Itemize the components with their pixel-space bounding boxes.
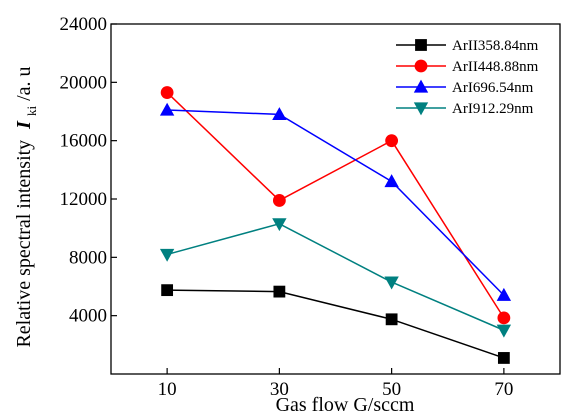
legend-marker	[413, 79, 429, 93]
data-point	[272, 218, 287, 232]
data-point	[496, 324, 512, 338]
x-axis-title: Gas flow G/sccm	[276, 394, 415, 414]
data-point	[497, 352, 510, 364]
legend-label: ArI696.54nm	[452, 80, 534, 96]
series-line	[167, 109, 505, 296]
series-3	[159, 102, 512, 301]
data-point	[384, 174, 399, 188]
series-1	[161, 284, 510, 364]
axis-ticks: 4000 8000 12000 16000 20000 24000 10 30 50 70	[60, 14, 514, 400]
plot-area	[110, 23, 561, 375]
legend-entry: ArI696.54nm	[396, 79, 534, 96]
data-point	[384, 276, 399, 290]
series-line	[167, 289, 505, 359]
data-point	[159, 248, 175, 262]
data-point	[160, 86, 174, 99]
series-4	[159, 218, 512, 338]
y-tick-label: 12000	[60, 189, 108, 210]
y-axis-title: Relative spectral intensity I ki /a. u	[13, 66, 41, 347]
legend-label: ArI912.29nm	[452, 101, 534, 117]
data-point	[161, 284, 174, 297]
x-tick-label: 70	[494, 379, 513, 400]
y-axis-title-text: Relative spectral intensity	[13, 140, 35, 348]
legend: ArII358.84nm ArII448.88nm ArI696.54nm ArI91…	[396, 38, 539, 117]
data-point	[159, 102, 175, 116]
data-point	[272, 107, 287, 121]
x-tick-label: 50	[382, 379, 401, 400]
data-point	[385, 313, 398, 326]
y-tick-label: 20000	[60, 72, 108, 93]
data-point	[272, 194, 286, 207]
series-2	[160, 86, 511, 325]
data-point	[496, 287, 512, 301]
data-point	[273, 285, 286, 298]
y-tick-label: 4000	[69, 306, 107, 327]
y-axis-title-unit: /a. u	[13, 66, 35, 100]
y-tick-label: 16000	[60, 131, 108, 152]
legend-entry: ArII448.88nm	[396, 59, 539, 75]
series-marks	[159, 86, 512, 364]
legend-entry: ArI912.29nm	[396, 101, 534, 117]
y-tick-label: 8000	[69, 247, 107, 268]
legend-entry: ArII358.84nm	[396, 38, 539, 54]
x-tick-label: 10	[158, 379, 177, 400]
legend-marker	[415, 39, 427, 51]
legend-marker	[414, 59, 428, 73]
data-point	[385, 134, 399, 148]
data-point	[497, 311, 511, 325]
y-tick-label: 24000	[60, 14, 108, 35]
legend-marker	[413, 102, 429, 116]
series-line	[166, 92, 505, 319]
x-tick-label: 30	[270, 379, 289, 400]
legend-label: ArII448.88nm	[452, 59, 539, 75]
y-axis-title-symbol: I	[13, 120, 35, 130]
legend-label: ArII358.84nm	[452, 38, 539, 54]
series-line	[166, 222, 505, 331]
y-axis-title-subscript: ki	[24, 106, 39, 117]
plot-frame	[110, 23, 561, 375]
